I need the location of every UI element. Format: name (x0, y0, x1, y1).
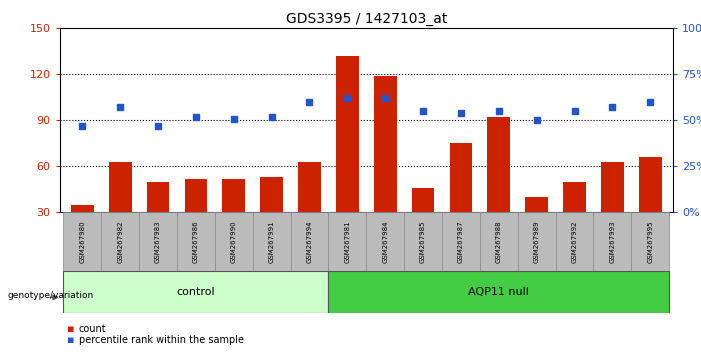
Text: percentile rank within the sample: percentile rank within the sample (79, 335, 243, 345)
Bar (147, 182, 170, 258)
Text: AQP11 null: AQP11 null (468, 287, 529, 297)
Point (380, 96, 391, 101)
Point (114, 105, 125, 110)
Text: GSM267984: GSM267984 (382, 220, 388, 263)
Bar (442, 212, 480, 271)
Point (341, 96, 353, 101)
Bar (366, 212, 404, 271)
Bar (594, 212, 632, 271)
Bar (184, 179, 207, 258)
Text: GSM267992: GSM267992 (571, 220, 578, 263)
Point (531, 118, 543, 123)
Bar (404, 212, 442, 271)
Bar (252, 212, 290, 271)
Point (76, 123, 88, 129)
Point (152, 123, 163, 129)
Bar (525, 197, 548, 258)
Text: GSM267981: GSM267981 (344, 220, 350, 263)
Point (456, 110, 467, 116)
Bar (601, 162, 624, 258)
Bar (63, 271, 328, 313)
Point (304, 99, 315, 105)
Bar (215, 212, 252, 271)
Point (418, 108, 429, 114)
Text: GSM267980: GSM267980 (79, 220, 86, 263)
Bar (328, 271, 669, 313)
Bar (177, 212, 215, 271)
Bar (480, 212, 518, 271)
Bar (632, 212, 669, 271)
Bar (556, 212, 594, 271)
Text: GSM267993: GSM267993 (609, 220, 615, 263)
Point (228, 116, 239, 121)
Bar (487, 117, 510, 258)
Bar (260, 177, 283, 258)
Text: GSM267986: GSM267986 (193, 220, 199, 263)
Bar (71, 205, 94, 258)
Text: GSM267989: GSM267989 (533, 220, 540, 263)
Text: GSM267987: GSM267987 (458, 220, 464, 263)
Bar (518, 212, 556, 271)
Text: GSM267982: GSM267982 (117, 220, 123, 263)
Bar (639, 157, 662, 258)
Title: GDS3395 / 1427103_at: GDS3395 / 1427103_at (285, 12, 447, 26)
Bar (290, 212, 328, 271)
Text: GSM267983: GSM267983 (155, 220, 161, 263)
Bar (101, 212, 139, 271)
Point (569, 108, 580, 114)
Bar (374, 76, 397, 258)
Bar (411, 188, 435, 258)
Bar (449, 143, 472, 258)
Text: GSM267988: GSM267988 (496, 220, 502, 263)
Point (190, 114, 201, 120)
Bar (298, 162, 321, 258)
Text: GSM267994: GSM267994 (306, 220, 313, 263)
Point (266, 114, 277, 120)
Text: GSM267995: GSM267995 (647, 220, 653, 263)
Bar (336, 56, 359, 258)
Text: count: count (79, 324, 106, 334)
Point (645, 99, 656, 105)
Bar (328, 212, 366, 271)
Bar (63, 212, 101, 271)
Text: control: control (177, 287, 215, 297)
Text: GSM267985: GSM267985 (420, 220, 426, 263)
Text: ▪: ▪ (67, 335, 74, 345)
Text: genotype/variation: genotype/variation (7, 291, 93, 300)
Point (607, 105, 618, 110)
Text: GSM267991: GSM267991 (268, 220, 275, 263)
Bar (109, 162, 132, 258)
Bar (222, 179, 245, 258)
Text: GSM267990: GSM267990 (231, 220, 237, 263)
Point (494, 108, 505, 114)
Bar (563, 182, 586, 258)
Bar (139, 212, 177, 271)
Text: ▪: ▪ (67, 324, 74, 334)
